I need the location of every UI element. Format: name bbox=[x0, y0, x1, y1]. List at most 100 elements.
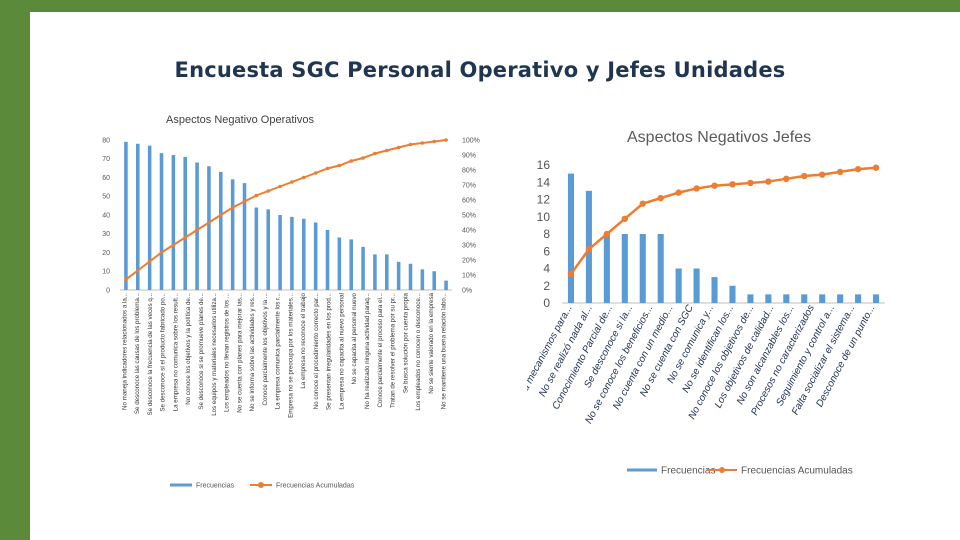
chart-title: Aspectos Negativos Jefes bbox=[627, 129, 811, 146]
y-tick-label: 2 bbox=[543, 279, 550, 293]
y2-tick-label: 60% bbox=[462, 197, 476, 204]
cumulative-point bbox=[124, 277, 128, 282]
cumulative-point bbox=[171, 243, 176, 247]
cumulative-point bbox=[567, 270, 575, 278]
bar bbox=[254, 207, 259, 290]
y-tick-label: 20 bbox=[102, 250, 110, 257]
cumulative-point bbox=[373, 151, 377, 156]
y2-tick-label: 10% bbox=[462, 272, 476, 279]
y-tick-label: 14 bbox=[537, 175, 551, 189]
y-tick-label: 10 bbox=[537, 210, 551, 224]
bar bbox=[657, 234, 664, 303]
y-tick-label: 70 bbox=[102, 156, 110, 163]
legend-label: Frecuencias bbox=[196, 482, 235, 489]
category-label: La empresa no reconoce el trabajo bbox=[300, 292, 307, 388]
bar bbox=[385, 254, 389, 290]
bar bbox=[266, 209, 270, 290]
cumulative-point bbox=[147, 259, 152, 264]
category-label: No ha realizado ninguna actividad paraq.… bbox=[364, 293, 371, 409]
legend-label: Frecuencias Acumuladas bbox=[276, 482, 355, 489]
y-tick-label: 30 bbox=[102, 231, 110, 238]
bar bbox=[147, 145, 152, 290]
cumulative-point bbox=[384, 148, 389, 153]
category-label: Tratan de resolver el problema por su pr… bbox=[390, 293, 397, 408]
cumulative-point bbox=[361, 156, 365, 160]
chart-operativos: Aspectos Negativo Operativos 0 10 20 30 40 50 6… bbox=[102, 114, 480, 489]
y2-tick-label: 40% bbox=[462, 227, 476, 234]
y-tick-label: 8 bbox=[543, 227, 550, 241]
cumulative-point bbox=[325, 166, 330, 171]
category-label: No se cuenta con planes para mejorar las… bbox=[236, 293, 243, 413]
category-label: No se capacita al personal nuevo bbox=[351, 292, 358, 384]
bar bbox=[219, 171, 223, 290]
category-label: Los empleados no llevan registros de los… bbox=[224, 293, 231, 412]
y-tick-label: 60 bbox=[102, 175, 110, 182]
legend-marker bbox=[258, 482, 264, 488]
cumulative-point bbox=[195, 228, 199, 232]
chart-jefes: Aspectos Negativos Jefes02468101214160%1… bbox=[527, 129, 885, 477]
bar bbox=[621, 234, 628, 303]
chart-title: Aspectos Negativo Operativos bbox=[166, 114, 314, 126]
bar bbox=[819, 294, 826, 303]
bar bbox=[230, 179, 235, 290]
bar bbox=[373, 254, 377, 290]
category-label: La empresa no comunica sobre los result.… bbox=[172, 293, 179, 412]
category-label: Conoce parcialmente los objetivos y la .… bbox=[262, 293, 269, 406]
bar bbox=[693, 268, 700, 303]
cumulative-point bbox=[675, 189, 682, 196]
cumulative-point bbox=[242, 199, 247, 204]
slide-title: Encuesta SGC Personal Operativo y Jefes … bbox=[174, 58, 786, 82]
bar bbox=[855, 294, 862, 303]
y-tick-label: 80 bbox=[102, 137, 110, 144]
bar bbox=[837, 294, 844, 303]
cumulative-point bbox=[765, 178, 772, 185]
cumulative-point bbox=[783, 175, 790, 182]
bar bbox=[432, 271, 436, 290]
category-label: Empresa no se preocupa por los materiale… bbox=[287, 293, 294, 418]
cumulative-line bbox=[125, 139, 447, 281]
category-label: La empresa no capacita al nuevo personal bbox=[338, 293, 345, 410]
cumulative-point bbox=[639, 200, 646, 207]
y-tick-label: 10 bbox=[102, 269, 110, 276]
bar bbox=[420, 269, 425, 290]
cumulative-point bbox=[301, 175, 306, 180]
category-label: Se desconoce las causas de los problema.… bbox=[134, 293, 141, 414]
cumulative-point bbox=[290, 180, 294, 184]
category-label: No se siente valorado en la empresa bbox=[428, 292, 435, 393]
y2-tick-label: 30% bbox=[462, 242, 476, 249]
cumulative-line bbox=[569, 166, 877, 275]
cumulative-point bbox=[432, 139, 437, 144]
y2-tick-label: 50% bbox=[462, 212, 476, 219]
y-tick-label: 0 bbox=[106, 287, 110, 294]
bar bbox=[195, 162, 199, 290]
category-label: Se presentan irregularidades en los prod… bbox=[326, 293, 333, 410]
category-label: Los equipos y materiales necesarios util… bbox=[211, 293, 218, 416]
bar bbox=[675, 268, 682, 303]
bar bbox=[747, 294, 754, 303]
y-tick-label: 16 bbox=[537, 158, 551, 172]
cumulative-point bbox=[621, 215, 629, 223]
cumulative-point bbox=[420, 141, 425, 145]
bar bbox=[567, 173, 575, 303]
cumulative-point bbox=[159, 250, 164, 255]
bar bbox=[183, 156, 187, 290]
cumulative-point bbox=[349, 159, 354, 163]
category-label: No conoce los objetivos y la política de… bbox=[185, 293, 192, 405]
y2-tick-label: 80% bbox=[462, 167, 476, 174]
legend-label: Frecuencias Acumuladas bbox=[741, 466, 853, 477]
category-label: No se informa sobre las actividades y re… bbox=[249, 293, 256, 412]
bar bbox=[349, 239, 353, 290]
cumulative-point bbox=[818, 171, 826, 178]
cumulative-point bbox=[585, 245, 593, 253]
cumulative-point bbox=[729, 181, 736, 188]
y-tick-label: 0 bbox=[543, 296, 550, 310]
bar bbox=[765, 294, 772, 303]
cumulative-point bbox=[801, 172, 808, 180]
cumulative-point bbox=[313, 171, 318, 175]
cumulative-point bbox=[657, 194, 664, 202]
bar bbox=[729, 285, 736, 303]
cumulative-point bbox=[230, 205, 235, 210]
category-label: Se desconoce si el producto fabricado po… bbox=[160, 293, 167, 412]
cumulative-point bbox=[337, 163, 342, 168]
cumulative-point bbox=[254, 193, 259, 198]
